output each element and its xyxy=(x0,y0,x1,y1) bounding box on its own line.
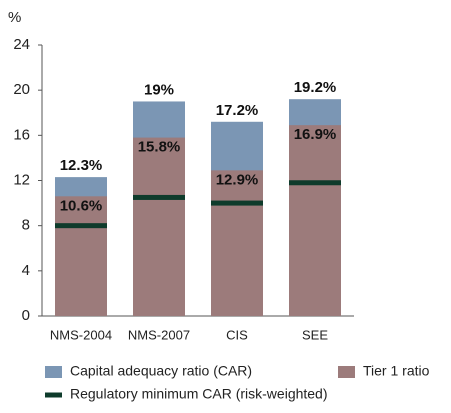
legend-label: Regulatory minimum CAR (risk-weighted) xyxy=(70,386,328,402)
y-tick-label: 8 xyxy=(22,217,30,234)
y-tick-label: 20 xyxy=(13,81,30,98)
x-tick-label: SEE xyxy=(302,327,328,342)
x-tick-label: CIS xyxy=(226,327,248,342)
value-label: 12.3% xyxy=(60,157,103,174)
bar xyxy=(55,196,107,316)
legend-swatch xyxy=(45,366,62,378)
bar xyxy=(211,170,263,316)
minimum-marker xyxy=(133,194,185,200)
x-tick-label: NMS-2007 xyxy=(128,327,190,342)
value-label: 12.9% xyxy=(216,171,259,188)
y-tick-label: 12 xyxy=(13,171,30,188)
y-tick-label: 24 xyxy=(13,36,30,53)
x-tick-label: NMS-2004 xyxy=(50,327,112,342)
value-label: 17.2% xyxy=(216,102,259,119)
minimum-marker xyxy=(211,200,263,206)
legend-label: Tier 1 ratio xyxy=(363,363,430,379)
minimum-marker xyxy=(289,180,341,186)
minimum-marker xyxy=(55,223,107,229)
bar xyxy=(289,125,341,316)
y-tick-label: 4 xyxy=(22,262,30,279)
value-label: 10.6% xyxy=(60,197,103,214)
bar xyxy=(133,137,185,316)
y-axis-label: % xyxy=(8,9,21,26)
y-tick-label: 0 xyxy=(22,307,30,324)
legend-swatch xyxy=(338,366,355,378)
y-tick-label: 16 xyxy=(13,126,30,143)
value-label: 15.8% xyxy=(138,139,181,156)
legend-swatch xyxy=(45,392,62,398)
value-label: 19% xyxy=(144,81,174,98)
legend-label: Capital adequacy ratio (CAR) xyxy=(70,363,252,379)
value-label: 16.9% xyxy=(294,126,337,143)
value-label: 19.2% xyxy=(294,79,337,96)
